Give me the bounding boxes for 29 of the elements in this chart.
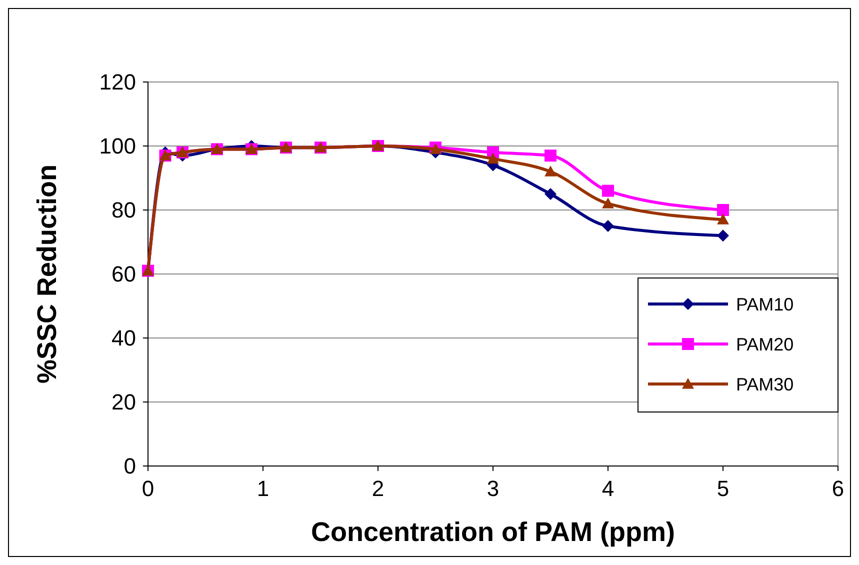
point (544, 150, 556, 162)
point (602, 198, 614, 208)
x-axis-title: Concentration of PAM (ppm) (311, 517, 675, 547)
legend-label: PAM20 (736, 334, 794, 354)
legend-label: PAM30 (736, 374, 794, 394)
y-tick-label: 80 (112, 198, 136, 223)
point (544, 188, 556, 200)
x-tick-label: 5 (716, 476, 730, 501)
y-tick-label: 0 (124, 454, 136, 479)
legend-label: PAM10 (736, 294, 794, 314)
x-tick-label: 1 (256, 476, 270, 501)
x-tick-label: 3 (486, 476, 500, 501)
point (487, 152, 499, 164)
x-tick-label: 4 (602, 476, 614, 501)
x-tick-label: 0 (142, 476, 154, 501)
x-tick-label: 2 (372, 476, 384, 501)
y-tick-label: 20 (112, 390, 136, 415)
y-tick-label: 100 (99, 134, 136, 159)
point (717, 214, 729, 224)
point (717, 204, 729, 216)
y-tick-label: 120 (99, 70, 136, 95)
point (717, 230, 729, 242)
y-tick-label: 40 (112, 326, 136, 351)
point (544, 166, 556, 176)
y-axis-title: %SSC Reduction (32, 164, 62, 384)
y-tick-label: 60 (112, 262, 136, 287)
x-tick-label: 6 (832, 476, 844, 501)
point (602, 220, 614, 232)
point (602, 184, 614, 197)
